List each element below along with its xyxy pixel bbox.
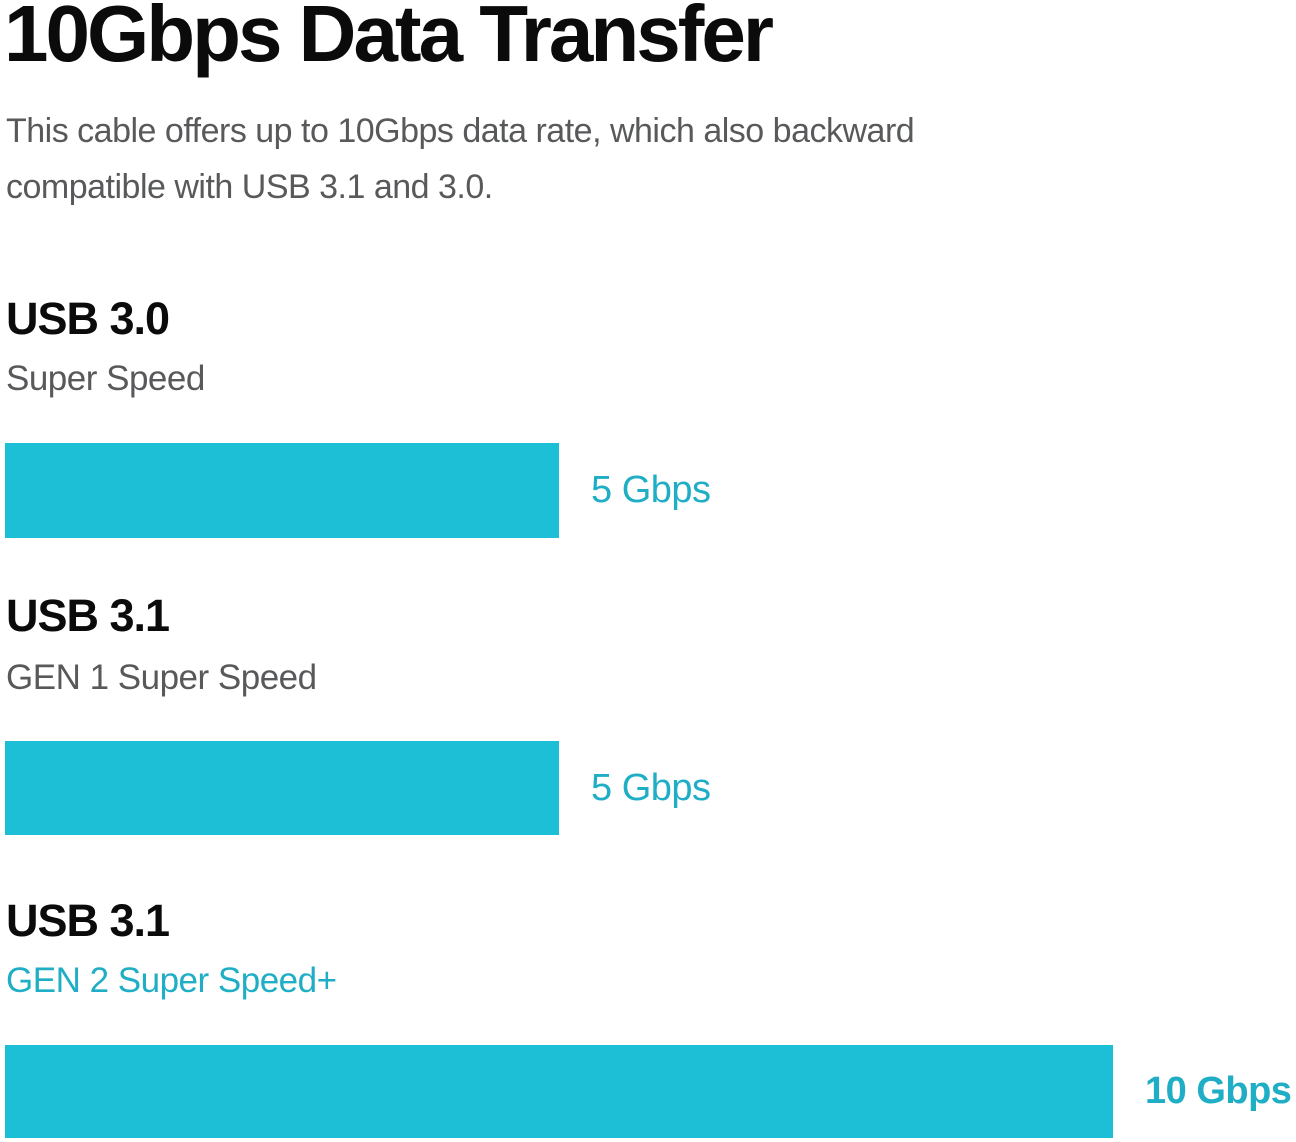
speed-value-label: 5 Gbps <box>591 469 711 511</box>
bar-row: 5 Gbps <box>5 741 1296 835</box>
speed-bar-usb-3-1-gen1 <box>5 741 559 835</box>
speed-bar-usb-3-0 <box>5 443 559 538</box>
bar-row: 10 Gbps <box>5 1045 1296 1138</box>
section-heading-usb-3-1-gen2: USB 3.1 <box>6 895 170 946</box>
speed-bar-usb-3-1-gen2 <box>5 1045 1113 1138</box>
section-subheading-gen2-super-speed-plus: GEN 2 Super Speed+ <box>6 961 337 1000</box>
speed-value-label: 5 Gbps <box>591 766 711 809</box>
section-heading-usb-3-0: USB 3.0 <box>6 293 170 344</box>
subtitle-line-1: This cable offers up to 10Gbps data rate… <box>6 112 915 150</box>
section-subheading-gen1-super-speed: GEN 1 Super Speed <box>6 658 317 697</box>
page-title: 10Gbps Data Transfer <box>4 0 774 78</box>
page-subtitle: This cable offers up to 10Gbps data rate… <box>6 103 915 215</box>
speed-value-label: 10 Gbps <box>1145 1070 1292 1112</box>
section-subheading-super-speed: Super Speed <box>6 359 205 398</box>
bar-row: 5 Gbps <box>5 443 1296 538</box>
section-heading-usb-3-1-gen1: USB 3.1 <box>6 590 170 641</box>
subtitle-line-2: compatible with USB 3.1 and 3.0. <box>6 168 493 206</box>
